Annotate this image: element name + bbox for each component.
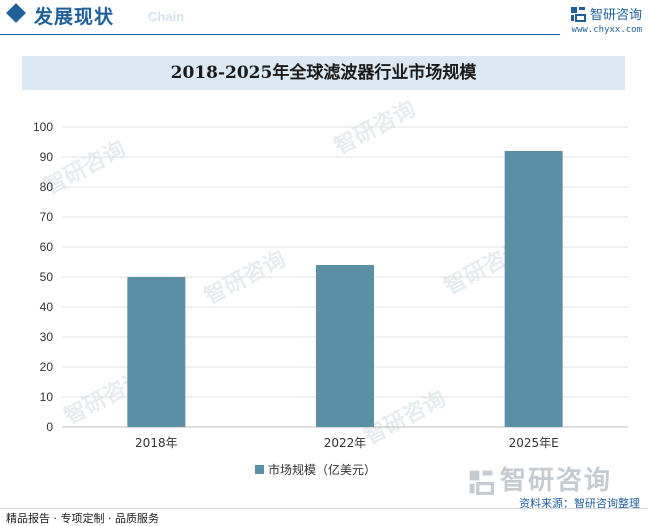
y-tick-label: 100 [33,120,53,134]
y-tick-label: 60 [40,240,54,254]
y-tick-label: 0 [46,420,53,434]
chart-title: 2018-2025年全球滤波器行业市场规模 [170,63,477,83]
brand-block: 智研咨询 www.chyxx.com [570,3,642,35]
y-tick-label: 30 [40,330,54,344]
chart-title-band: 2018-2025年全球滤波器行业市场规模 [22,56,625,90]
brand-logo-icon [570,6,586,22]
bar [127,277,186,427]
bar [504,151,563,427]
x-tick-label: 2018年 [135,436,178,450]
y-tick-label: 20 [40,360,54,374]
brand-name: 智研咨询 [589,8,642,23]
header-divider [0,34,560,35]
y-tick-label: 40 [40,300,54,314]
brand-url: www.chyxx.com [571,25,642,35]
y-tick-label: 10 [40,390,54,404]
brand-logo-icon [469,470,494,495]
x-tick-label: 2022年 [324,436,367,450]
y-tick-label: 80 [40,180,54,194]
y-tick-label: 90 [40,150,54,164]
y-tick-label: 70 [40,210,54,224]
legend-label: 市场规模（亿美元） [268,463,377,477]
footer-tagline: 精品报告 · 专项定制 · 品质服务 [6,512,159,525]
footer-brand-text: 智研咨询 [500,466,613,496]
section-title: 发展现状 [34,6,115,28]
header: 发展现状 Chain 智研咨询 www.chyxx.com [0,0,648,36]
section-subtitle: Chain [148,9,185,24]
legend-swatch [255,465,264,474]
footer-divider [0,508,648,509]
bar [316,265,374,427]
footer-brand-watermark: 智研咨询 [468,460,612,497]
y-tick-label: 50 [40,270,54,284]
data-source: 资料来源：智研咨询整理 [519,497,640,510]
chart-legend: 市场规模（亿美元） [255,459,376,477]
x-tick-label: 2025年E [509,436,559,450]
